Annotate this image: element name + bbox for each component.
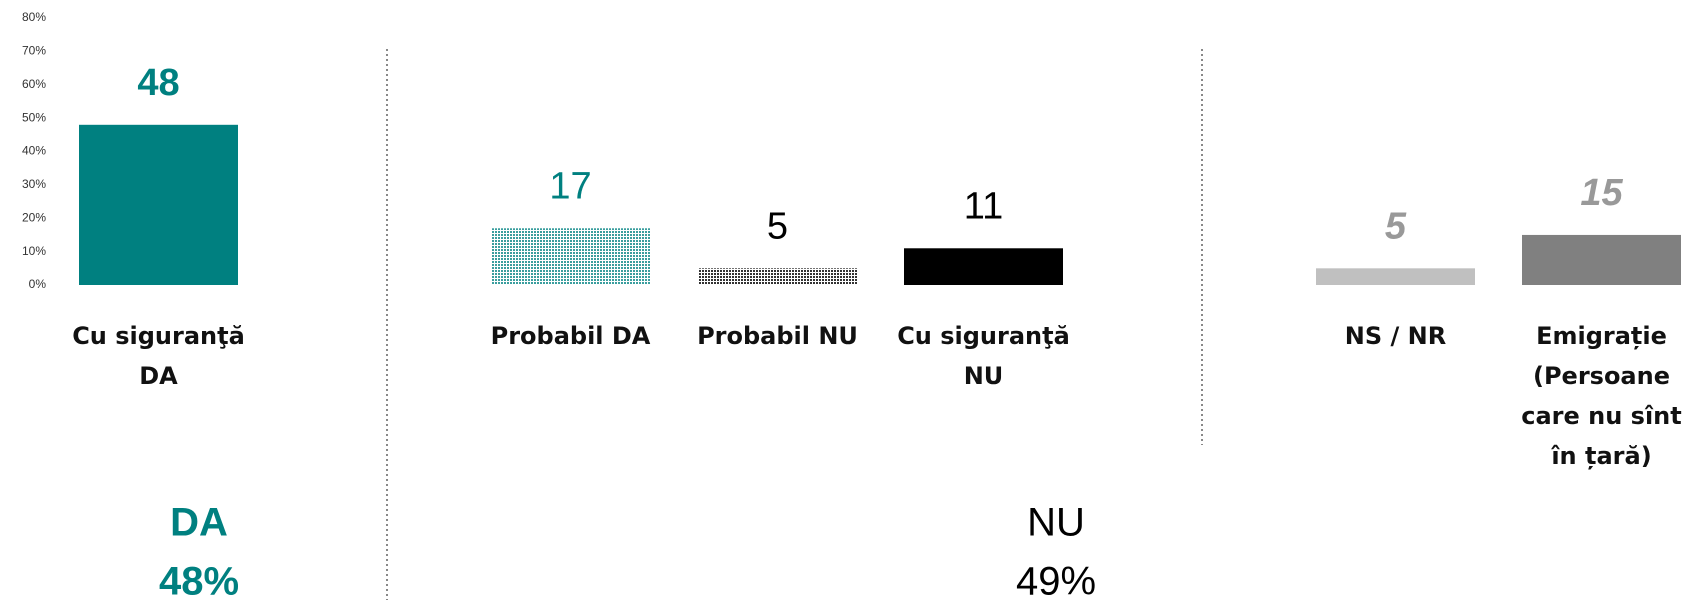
y-tick-label: 10% bbox=[22, 244, 46, 258]
x-tick-label: NS / NR bbox=[1344, 322, 1447, 350]
group-label: NU bbox=[1027, 501, 1085, 545]
bar bbox=[698, 268, 857, 285]
bar bbox=[491, 228, 650, 285]
y-tick-label: 20% bbox=[22, 210, 46, 224]
bar bbox=[904, 248, 1063, 285]
bar bbox=[79, 124, 238, 285]
y-tick-label: 80% bbox=[22, 10, 46, 24]
x-tick-label: Cu siguranţă DA bbox=[72, 322, 245, 390]
y-tick-label: 30% bbox=[22, 177, 46, 191]
y-tick-label: 0% bbox=[29, 277, 47, 291]
group-label: DA bbox=[170, 501, 228, 545]
y-tick-label: 50% bbox=[22, 110, 46, 124]
x-tick-label: Emigrație (Persoane care nu sînt în țară… bbox=[1521, 322, 1682, 470]
value-label: 5 bbox=[767, 205, 788, 247]
value-label: 5 bbox=[1385, 205, 1407, 247]
value-label: 11 bbox=[964, 185, 1003, 227]
value-label: 48 bbox=[137, 62, 179, 104]
y-tick-label: 40% bbox=[22, 144, 46, 158]
group-value: 48% bbox=[159, 560, 239, 600]
x-tick-label: Cu siguranţă NU bbox=[897, 322, 1070, 390]
value-label: 15 bbox=[1580, 172, 1623, 214]
y-tick-label: 70% bbox=[22, 44, 46, 58]
bar bbox=[1522, 234, 1681, 285]
value-label: 17 bbox=[549, 165, 591, 207]
group-value: 49% bbox=[1016, 560, 1096, 600]
y-tick-label: 60% bbox=[22, 77, 46, 91]
x-tick-label: Probabil DA bbox=[490, 322, 651, 350]
bar bbox=[1316, 268, 1475, 285]
x-tick-label: Probabil NU bbox=[697, 322, 858, 350]
